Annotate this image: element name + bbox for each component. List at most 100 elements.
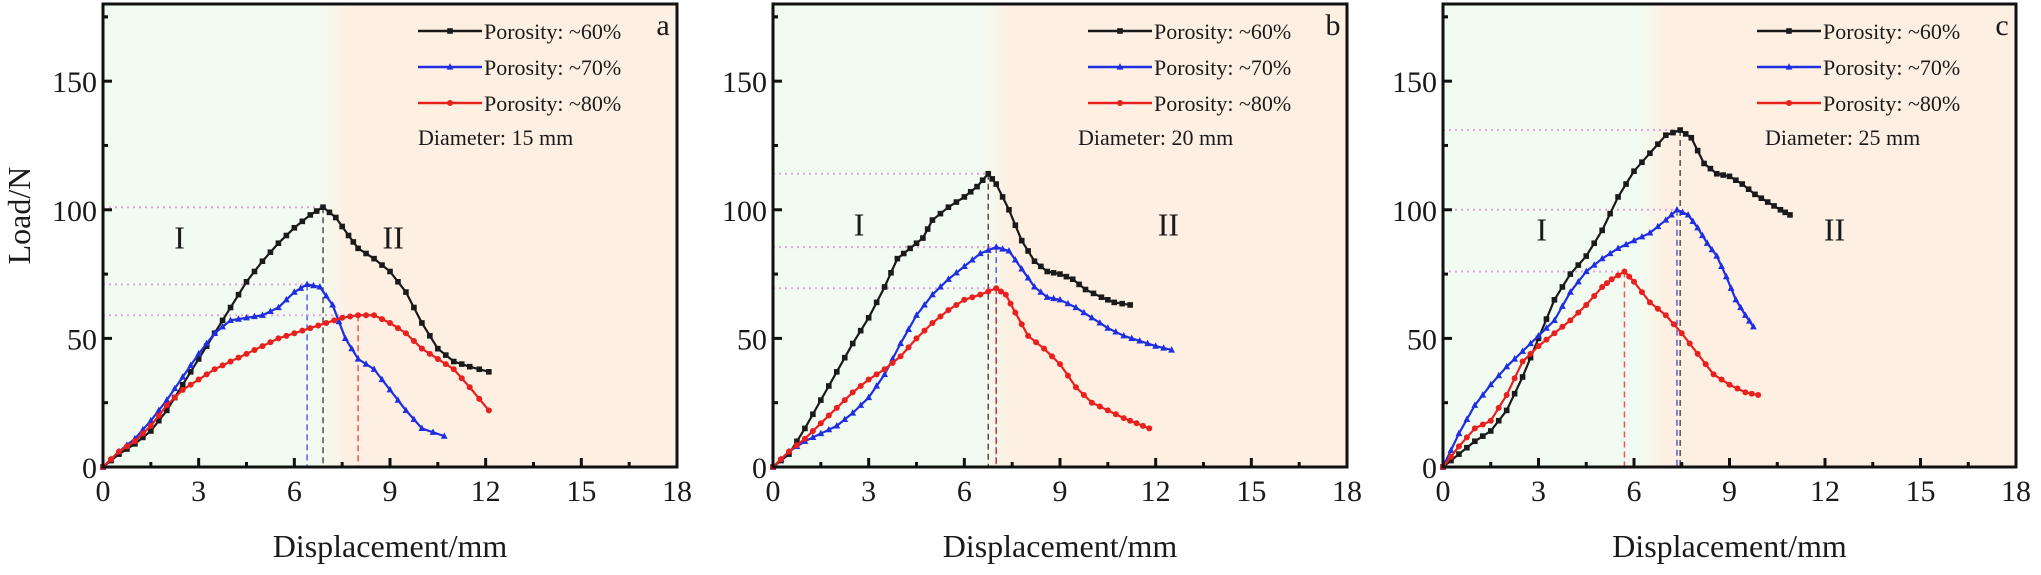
data-point-circle xyxy=(857,382,864,389)
series-porosity-80 xyxy=(770,285,1153,470)
data-point-square xyxy=(1786,28,1792,34)
data-point-circle xyxy=(897,353,904,360)
data-point-circle xyxy=(937,313,944,320)
data-point-square xyxy=(1787,212,1793,218)
data-point-triangle xyxy=(1479,391,1487,398)
data-point-triangle xyxy=(235,315,242,322)
data-point-square xyxy=(1503,407,1510,414)
data-point-circle xyxy=(450,366,457,373)
data-point-circle xyxy=(881,366,888,373)
data-point-square xyxy=(350,239,357,245)
data-point-square xyxy=(1127,302,1133,308)
data-point-square xyxy=(894,255,901,262)
data-point-circle xyxy=(1755,391,1762,398)
data-point-square xyxy=(937,210,944,217)
data-point-triangle xyxy=(1519,347,1526,354)
data-point-square xyxy=(1111,299,1118,306)
legend-label: Porosity: ~80% xyxy=(484,91,621,116)
data-point-triangle xyxy=(179,373,187,380)
data-point-triangle xyxy=(429,428,437,435)
data-point-square xyxy=(888,269,894,276)
data-point-triangle xyxy=(897,339,904,347)
data-point-square xyxy=(291,224,298,231)
data-point-triangle xyxy=(1080,308,1088,316)
data-point-square xyxy=(1670,129,1676,136)
data-point-square xyxy=(1713,170,1720,177)
data-point-triangle xyxy=(1503,362,1511,370)
data-point-circle xyxy=(299,327,306,334)
data-point-square xyxy=(395,279,401,285)
data-point-square xyxy=(1591,240,1598,247)
data-point-circle xyxy=(394,325,401,332)
data-point-square xyxy=(1448,457,1454,464)
data-point-circle xyxy=(195,376,202,383)
y-tick-label: 150 xyxy=(52,66,97,99)
data-point-triangle xyxy=(1471,401,1479,408)
x-tick-label: 0 xyxy=(766,475,781,508)
data-point-triangle xyxy=(1638,232,1646,240)
data-point-circle xyxy=(347,313,354,320)
data-point-circle xyxy=(1007,300,1014,307)
y-tick-label: 50 xyxy=(737,323,767,356)
data-point-triangle xyxy=(841,415,849,423)
data-point-triangle xyxy=(1050,294,1058,302)
legend-label: Porosity: ~70% xyxy=(1154,55,1291,80)
data-point-triangle xyxy=(825,425,833,433)
data-point-square xyxy=(195,356,202,362)
data-point-triangle xyxy=(1742,311,1749,318)
data-point-triangle xyxy=(1699,231,1706,239)
data-point-triangle xyxy=(889,355,896,362)
data-point-square xyxy=(1720,172,1726,178)
data-point-circle xyxy=(1033,339,1040,346)
data-point-square xyxy=(1006,206,1012,213)
data-point-circle xyxy=(961,296,968,303)
data-point-square xyxy=(913,240,920,247)
data-point-circle xyxy=(977,291,984,298)
data-point-square xyxy=(989,176,996,182)
data-point-circle xyxy=(323,319,330,326)
data-point-circle xyxy=(155,412,162,419)
data-point-circle xyxy=(402,330,409,337)
data-point-square xyxy=(1495,417,1502,424)
data-point-circle xyxy=(1112,411,1119,418)
data-point-square xyxy=(1479,433,1486,439)
data-point-circle xyxy=(1575,309,1582,316)
data-point-triangle xyxy=(1031,283,1038,290)
panel-label: a xyxy=(656,9,669,42)
data-point-triangle xyxy=(1104,324,1112,331)
data-point-triangle xyxy=(1160,344,1168,351)
data-point-circle xyxy=(1535,343,1542,350)
series-porosity-60 xyxy=(770,170,1133,470)
x-tick-label: 0 xyxy=(1436,475,1451,508)
data-point-square xyxy=(945,204,952,211)
x-axis-title: Displacement/mm xyxy=(273,528,508,564)
data-point-triangle xyxy=(1732,296,1740,303)
data-point-triangle xyxy=(1064,299,1072,307)
data-point-circle xyxy=(1479,421,1486,428)
data-point-circle xyxy=(283,332,290,339)
data-point-circle xyxy=(458,375,465,382)
data-point-triangle xyxy=(211,329,219,336)
data-point-triangle xyxy=(1689,217,1697,224)
data-point-triangle xyxy=(865,393,873,401)
data-point-triangle xyxy=(1455,429,1463,437)
data-point-circle xyxy=(243,350,250,357)
data-point-circle xyxy=(307,325,314,332)
data-point-triangle xyxy=(251,312,258,320)
data-point-square xyxy=(1025,248,1031,254)
data-point-circle xyxy=(115,448,122,455)
data-point-circle xyxy=(1117,100,1123,106)
data-point-triangle xyxy=(243,314,250,321)
plot-background xyxy=(773,4,1347,467)
data-point-circle xyxy=(1471,425,1478,432)
data-point-square xyxy=(148,428,154,434)
data-point-square xyxy=(1583,253,1590,259)
data-point-triangle xyxy=(1590,261,1598,268)
data-point-square xyxy=(156,417,162,424)
data-point-square xyxy=(427,333,433,339)
data-point-circle xyxy=(315,322,322,329)
data-point-circle xyxy=(476,395,483,402)
data-point-circle xyxy=(1012,309,1019,316)
data-point-triangle xyxy=(1551,316,1558,323)
